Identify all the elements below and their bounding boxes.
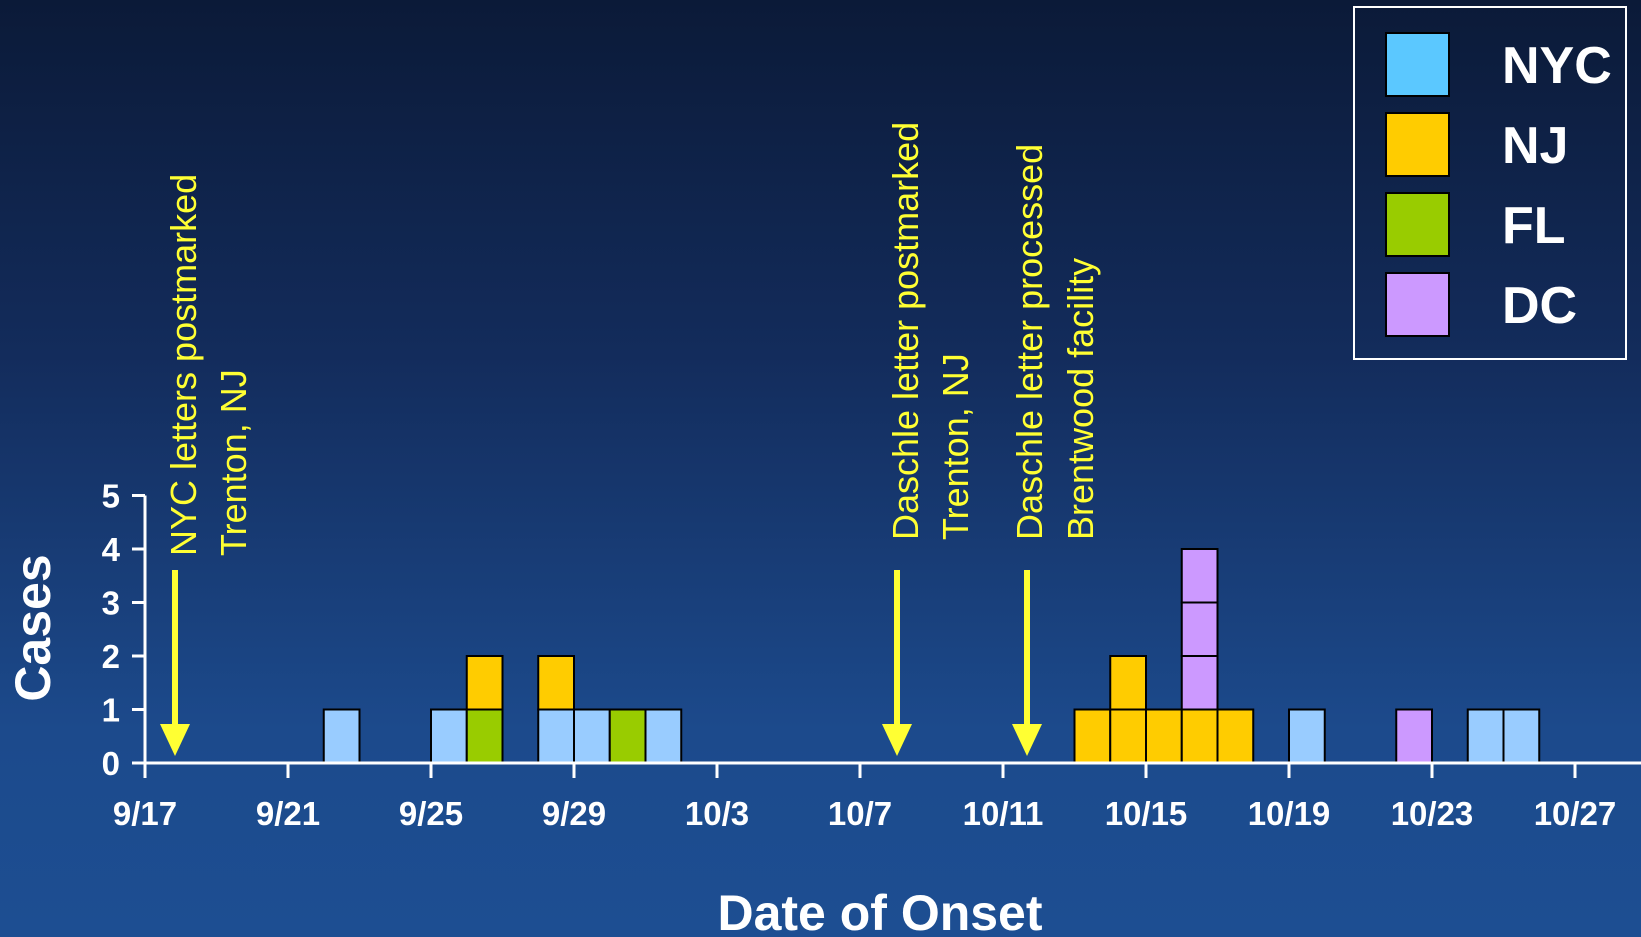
annotation: NYC letters postmarked Trenton, NJ: [160, 174, 254, 756]
annotation-text: Trenton, NJ: [213, 369, 254, 556]
x-tick-label: 10/15: [1105, 795, 1188, 832]
legend-label-nj: NJ: [1502, 117, 1568, 175]
legend-swatch-nyc: [1385, 32, 1450, 97]
y-tick-label: 5: [102, 478, 120, 515]
y-tick-label: 3: [102, 585, 120, 622]
y-tick-label: 4: [102, 531, 121, 568]
annotations: NYC letters postmarked Trenton, NJ Daschle…: [160, 122, 1101, 756]
annotation-text: Brentwood facility: [1060, 258, 1101, 540]
bar-segment-nj: [1109, 655, 1147, 711]
bars-layer: [322, 548, 1541, 764]
bar-segment-nyc: [430, 708, 468, 764]
x-tick-label: 10/23: [1391, 795, 1474, 832]
y-axis-title: Cases: [5, 554, 61, 701]
annotation-arrow-head: [1012, 724, 1042, 756]
bar-segment-fl: [608, 708, 647, 764]
annotation: Daschle letter postmarked Trenton, NJ: [882, 122, 976, 756]
x-tick-label: 9/17: [113, 795, 177, 832]
legend-swatch-nj: [1385, 112, 1450, 177]
y-ticks: 0 1 2 3 4 5: [102, 478, 145, 782]
bar-segment-dc: [1395, 708, 1433, 764]
bar-segment-dc: [1180, 655, 1219, 711]
x-tick-label: 10/3: [685, 795, 749, 832]
annotation-text: Trenton, NJ: [935, 353, 976, 540]
legend-box: [1353, 6, 1627, 360]
x-tick-label: 10/27: [1534, 795, 1617, 832]
y-tick-label: 2: [102, 638, 120, 675]
x-tick-label: 10/11: [963, 795, 1044, 832]
x-axis-title: Date of Onset: [717, 885, 1042, 937]
bar-segment-nj: [465, 655, 504, 711]
bar-segment-nyc: [322, 708, 361, 764]
annotation-text: Daschle letter postmarked: [885, 122, 926, 540]
x-tick-label: 10/7: [828, 795, 892, 832]
legend-label-fl: FL: [1502, 197, 1566, 255]
annotation: Daschle letter processed Brentwood facili…: [1009, 144, 1101, 756]
bar-segment-nj: [1073, 708, 1112, 764]
annotation-text: Daschle letter processed: [1009, 144, 1050, 540]
bar-segment-nyc: [537, 708, 575, 764]
bar-segment-dc: [1180, 601, 1219, 657]
bar-segment-nj: [537, 655, 575, 711]
x-ticks: 9/17 9/21 9/25 9/29 10/3 10/7 10/11 10/15 10/19 1…: [113, 763, 1616, 832]
bar-segment-fl: [465, 708, 504, 764]
axes-layer: [142, 495, 1641, 765]
bar-segment-nj: [1109, 708, 1147, 764]
bar-segment-nj: [1145, 708, 1183, 764]
legend-swatch-dc: [1385, 272, 1450, 337]
bar-segment-dc: [1180, 548, 1219, 604]
y-tick-label: 0: [102, 745, 120, 782]
x-tick-label: 10/19: [1248, 795, 1331, 832]
bar-segment-nyc: [1288, 708, 1326, 764]
annotation-arrow-head: [160, 724, 190, 756]
bar-segment-nyc: [1502, 708, 1541, 764]
legend-swatch-fl: [1385, 192, 1450, 257]
x-tick-label: 9/21: [256, 795, 320, 832]
bar-segment-nyc: [644, 708, 683, 764]
annotation-arrow-head: [882, 724, 912, 756]
legend-label-nyc: NYC: [1502, 37, 1612, 95]
legend: NYC NJ FL DC: [1353, 6, 1627, 360]
legend-label-dc: DC: [1502, 277, 1577, 335]
bar-segment-nyc: [1466, 708, 1505, 764]
x-tick-label: 9/29: [542, 795, 606, 832]
bar-segment-nj: [1180, 708, 1219, 764]
x-tick-label: 9/25: [399, 795, 463, 832]
y-tick-label: 1: [102, 692, 120, 729]
bar-segment-nyc: [573, 708, 611, 764]
annotation-text: NYC letters postmarked: [163, 174, 204, 556]
bar-segment-nj: [1216, 708, 1255, 764]
